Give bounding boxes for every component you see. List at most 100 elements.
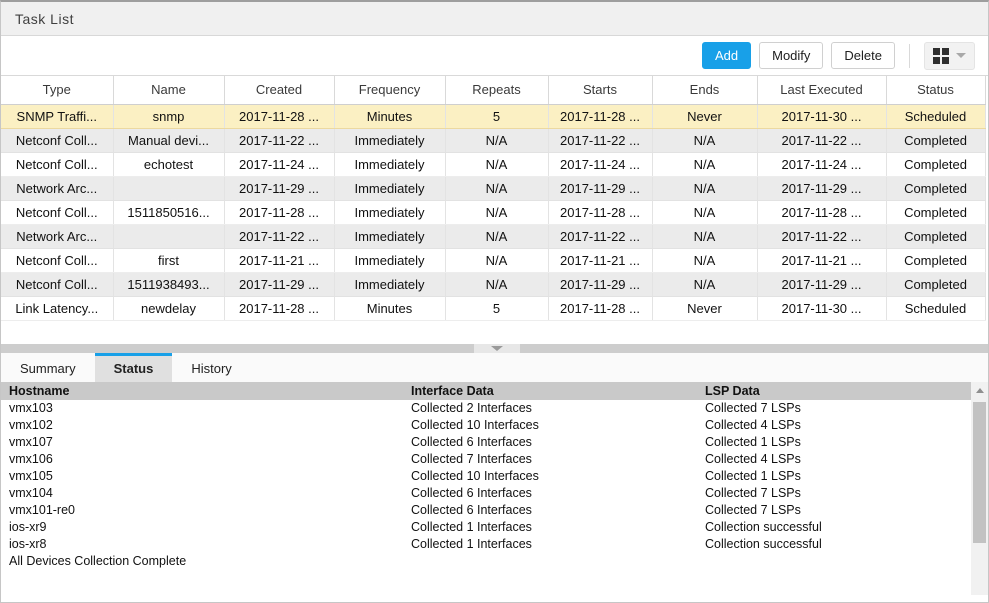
hostname-cell: vmx104: [9, 486, 53, 500]
column-header-created[interactable]: Created: [224, 76, 335, 105]
task-cell: Immediately: [334, 248, 446, 273]
task-grid: Type Name Created Frequency Repeats Star…: [1, 76, 986, 321]
lsp-data-cell: Collection successful: [705, 520, 822, 534]
task-cell: Netconf Coll...: [1, 272, 114, 297]
task-row[interactable]: Network Arc... 2017-11-29 ... Immediately N…: [1, 176, 986, 201]
task-cell: N/A: [445, 248, 549, 273]
splitter-collapse-handle[interactable]: [474, 343, 520, 353]
task-cell: Link Latency...: [1, 296, 114, 321]
tab-status[interactable]: Status: [94, 352, 173, 382]
task-cell: 2017-11-28 ...: [757, 200, 887, 225]
task-cell: 2017-11-30 ...: [757, 296, 887, 321]
task-cell: N/A: [652, 248, 758, 273]
task-cell: Immediately: [334, 272, 446, 297]
task-cell: snmp: [113, 104, 225, 129]
status-row: vmx105 Collected 10 Interfaces Collected 1…: [1, 468, 973, 485]
column-header-repeats[interactable]: Repeats: [445, 76, 549, 105]
toolbar-separator: [909, 43, 910, 68]
status-row: vmx104 Collected 6 Interfaces Collected 7 …: [1, 485, 973, 502]
status-row: ios-xr8 Collected 1 Interfaces Collection …: [1, 536, 973, 553]
hostname-cell: vmx107: [9, 435, 53, 449]
scrollbar-thumb[interactable]: [973, 401, 986, 543]
task-cell: first: [113, 248, 225, 273]
task-cell: 2017-11-22 ...: [224, 128, 335, 153]
status-footer-message: All Devices Collection Complete: [9, 554, 187, 568]
task-cell: N/A: [652, 176, 758, 201]
task-cell: Scheduled: [886, 104, 986, 129]
scroll-up-icon: [975, 387, 984, 393]
scrollbar-up-button[interactable]: [971, 382, 988, 399]
status-row: vmx107 Collected 6 Interfaces Collected 1 …: [1, 434, 973, 451]
hostname-cell: vmx105: [9, 469, 53, 483]
task-cell: 2017-11-22 ...: [548, 128, 653, 153]
task-row[interactable]: Netconf Coll... 1511938493... 2017-11-29 .…: [1, 272, 986, 297]
column-header-name[interactable]: Name: [113, 76, 225, 105]
task-row[interactable]: Netconf Coll... first 2017-11-21 ... Immedi…: [1, 248, 986, 273]
task-cell: 2017-11-29 ...: [548, 176, 653, 201]
task-row[interactable]: Netconf Coll... 1511850516... 2017-11-28 .…: [1, 200, 986, 225]
task-cell: 2017-11-29 ...: [548, 272, 653, 297]
task-row[interactable]: Network Arc... 2017-11-22 ... Immediately N…: [1, 224, 986, 249]
task-cell: Network Arc...: [1, 176, 114, 201]
delete-button[interactable]: Delete: [831, 42, 895, 69]
task-cell: Completed: [886, 272, 986, 297]
column-header-starts[interactable]: Starts: [548, 76, 653, 105]
column-header-status[interactable]: Status: [886, 76, 986, 105]
task-cell: 2017-11-22 ...: [757, 128, 887, 153]
task-cell: echotest: [113, 152, 225, 177]
task-cell: 2017-11-28 ...: [548, 296, 653, 321]
task-cell: Immediately: [334, 128, 446, 153]
task-row[interactable]: Link Latency... newdelay 2017-11-28 ... Min…: [1, 296, 986, 321]
task-cell: Completed: [886, 224, 986, 249]
collapse-down-icon: [491, 345, 503, 351]
task-cell: 2017-11-28 ...: [224, 296, 335, 321]
modify-button[interactable]: Modify: [759, 42, 824, 69]
task-cell: 2017-11-29 ...: [757, 272, 887, 297]
task-grid-body: SNMP Traffi... snmp 2017-11-28 ... Minutes 5…: [1, 104, 986, 321]
panel-splitter[interactable]: [1, 343, 988, 353]
task-cell: Immediately: [334, 176, 446, 201]
tab-summary[interactable]: Summary: [20, 361, 76, 376]
grid-view-menu-button[interactable]: [924, 41, 975, 70]
hostname-cell: vmx101-re0: [9, 503, 75, 517]
column-header-frequency[interactable]: Frequency: [334, 76, 446, 105]
page-title: Task List: [15, 10, 74, 27]
column-header-type[interactable]: Type: [1, 76, 114, 105]
column-header-last-executed[interactable]: Last Executed: [757, 76, 887, 105]
task-row[interactable]: SNMP Traffi... snmp 2017-11-28 ... Minutes 5…: [1, 104, 986, 129]
hostname-cell: vmx106: [9, 452, 53, 466]
interface-data-cell: Collected 7 Interfaces: [411, 452, 532, 466]
task-cell: 2017-11-22 ...: [757, 224, 887, 249]
status-row: ios-xr9 Collected 1 Interfaces Collection …: [1, 519, 973, 536]
task-cell: Completed: [886, 128, 986, 153]
task-cell: Minutes: [334, 296, 446, 321]
vertical-scrollbar[interactable]: [971, 381, 988, 595]
hostname-cell: ios-xr9: [9, 520, 47, 534]
interface-data-cell: Collected 1 Interfaces: [411, 537, 532, 551]
task-cell: 2017-11-28 ...: [224, 104, 335, 129]
task-row[interactable]: Netconf Coll... Manual devi... 2017-11-22 …: [1, 128, 986, 153]
task-cell: Netconf Coll...: [1, 128, 114, 153]
task-cell: 2017-11-21 ...: [548, 248, 653, 273]
lsp-data-cell: Collected 7 LSPs: [705, 401, 801, 415]
add-button[interactable]: Add: [701, 42, 752, 69]
task-cell: N/A: [445, 176, 549, 201]
bottom-tabbar: Summary Status History: [1, 352, 988, 382]
task-cell: [113, 176, 225, 201]
task-cell: N/A: [445, 272, 549, 297]
interface-data-cell: Collected 6 Interfaces: [411, 486, 532, 500]
task-grid-header-row: Type Name Created Frequency Repeats Star…: [1, 76, 986, 105]
task-cell: N/A: [652, 200, 758, 225]
task-cell: newdelay: [113, 296, 225, 321]
task-row[interactable]: Netconf Coll... echotest 2017-11-24 ... Imm…: [1, 152, 986, 177]
hostname-cell: vmx103: [9, 401, 53, 415]
lsp-data-cell: Collected 4 LSPs: [705, 418, 801, 432]
task-cell: 2017-11-29 ...: [757, 176, 887, 201]
tab-history[interactable]: History: [191, 361, 232, 376]
status-row: vmx102 Collected 10 Interfaces Collected 4…: [1, 417, 973, 434]
interface-data-cell: Collected 10 Interfaces: [411, 418, 539, 432]
hostname-cell: vmx102: [9, 418, 53, 432]
lsp-data-cell: Collected 7 LSPs: [705, 503, 801, 517]
column-header-ends[interactable]: Ends: [652, 76, 758, 105]
task-cell: Immediately: [334, 200, 446, 225]
